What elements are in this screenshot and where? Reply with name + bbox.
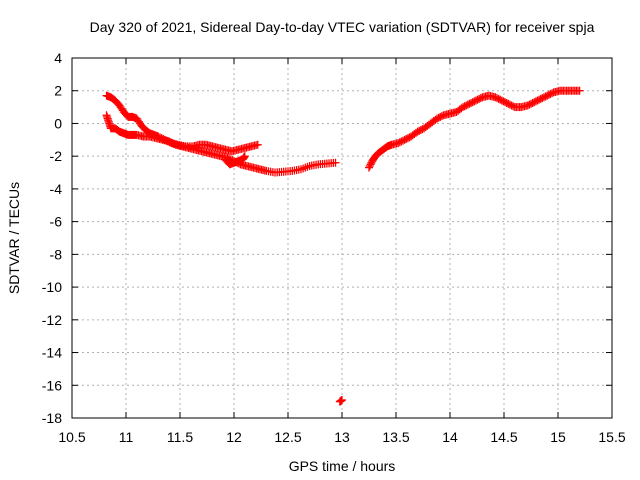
y-tick-label: 2 <box>54 83 62 99</box>
y-tick-label: 4 <box>54 50 62 66</box>
chart-title: Day 320 of 2021, Sidereal Day-to-day VTE… <box>90 19 595 35</box>
data-point <box>240 152 249 161</box>
x-tick-label: 14 <box>442 429 458 445</box>
data-points <box>102 86 584 406</box>
y-tick-label: -14 <box>42 345 62 361</box>
y-tick-label: -18 <box>42 410 62 426</box>
x-tick-label: 13 <box>334 429 350 445</box>
y-tick-label: -4 <box>50 181 63 197</box>
series-track-c <box>221 152 249 169</box>
x-tick-label: 12.5 <box>274 429 301 445</box>
x-axis-ticks: 10.5 11 11.5 12 12.5 13 13.5 14 14.5 15 15.5 <box>58 58 626 445</box>
x-axis-label: GPS time / hours <box>289 458 396 474</box>
x-tick-label: 15.5 <box>598 429 625 445</box>
y-tick-label: -10 <box>42 279 62 295</box>
y-tick-label: -6 <box>50 214 63 230</box>
data-point <box>338 396 346 404</box>
x-tick-label: 12 <box>226 429 242 445</box>
x-tick-label: 10.5 <box>58 429 85 445</box>
x-tick-label: 15 <box>550 429 566 445</box>
y-axis-label: SDTVAR / TECUs <box>6 182 22 294</box>
data-point <box>331 158 340 167</box>
series-track-e <box>365 86 584 172</box>
data-point <box>253 140 262 149</box>
y-tick-label: -8 <box>50 246 63 262</box>
grid-lines <box>72 58 612 418</box>
x-tick-label: 11.5 <box>167 429 193 445</box>
y-tick-label: -2 <box>50 148 63 164</box>
series-track-d <box>335 396 346 406</box>
x-tick-label: 13.5 <box>382 429 409 445</box>
data-point <box>575 86 584 95</box>
y-tick-label: -12 <box>42 312 62 328</box>
x-tick-label: 14.5 <box>490 429 517 445</box>
y-axis-ticks: 4 2 0 -2 -4 -6 -8 -10 -12 -14 -16 -18 <box>42 50 612 426</box>
y-tick-label: 0 <box>54 115 62 131</box>
y-tick-label: -16 <box>42 377 62 393</box>
x-tick-label: 11 <box>119 429 134 445</box>
